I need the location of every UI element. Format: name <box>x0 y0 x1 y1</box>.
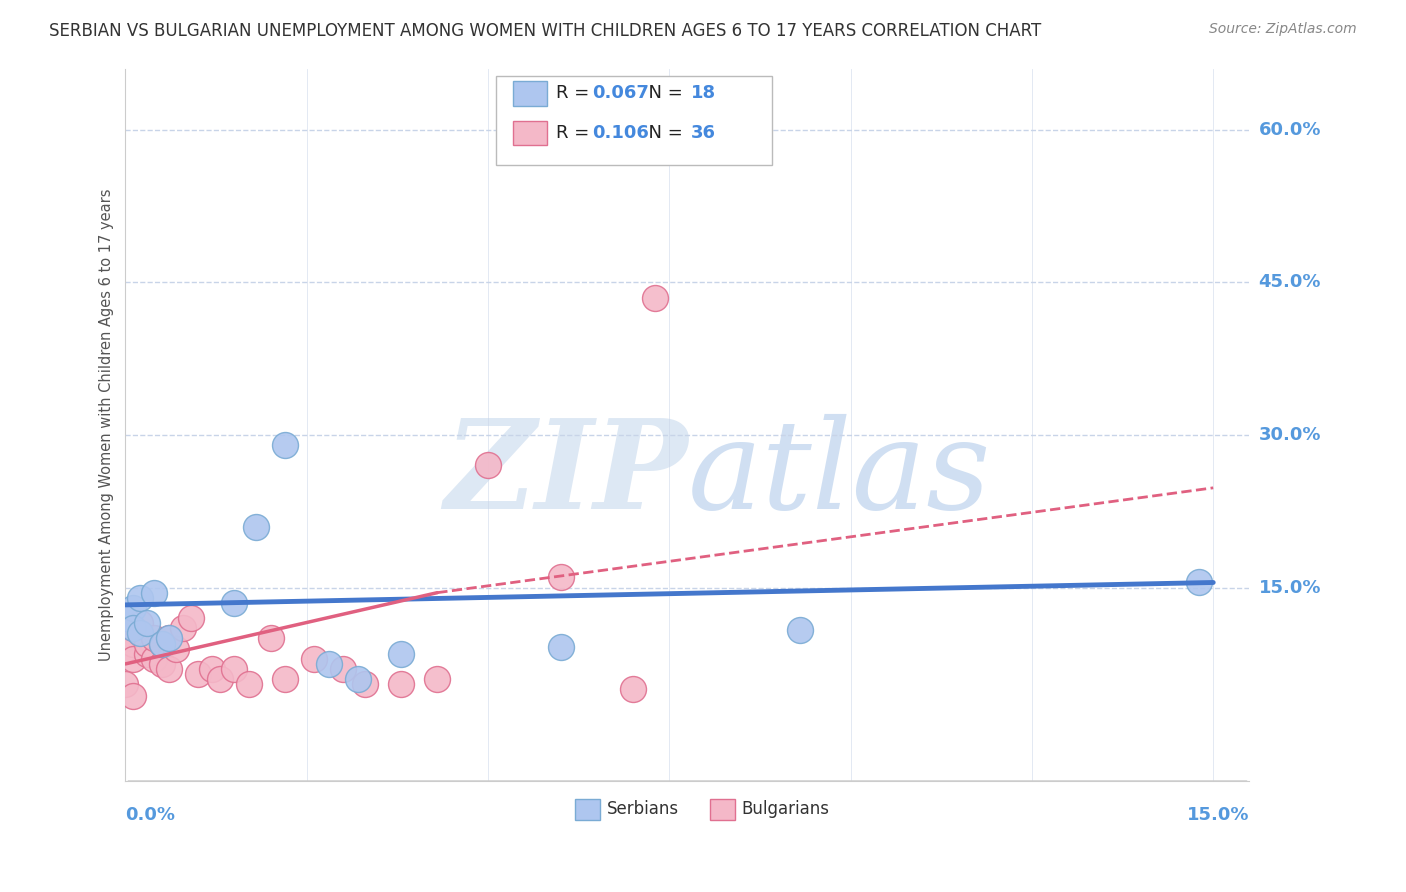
Point <box>187 667 209 681</box>
Text: N =: N = <box>637 85 689 103</box>
Point <box>332 662 354 676</box>
Text: 18: 18 <box>690 85 716 103</box>
Point <box>173 621 195 635</box>
Text: Source: ZipAtlas.com: Source: ZipAtlas.com <box>1209 22 1357 37</box>
Point <box>245 519 267 533</box>
Point <box>136 647 159 661</box>
Point <box>114 611 136 625</box>
Point <box>789 624 811 638</box>
Point <box>180 611 202 625</box>
Point <box>259 632 281 646</box>
Text: ZIP: ZIP <box>444 414 688 535</box>
Point <box>157 632 180 646</box>
FancyBboxPatch shape <box>496 76 772 165</box>
Point <box>150 657 173 671</box>
Point <box>353 677 375 691</box>
Text: N =: N = <box>637 124 689 142</box>
Point <box>121 621 143 635</box>
Point <box>121 621 143 635</box>
Point <box>157 632 180 646</box>
FancyBboxPatch shape <box>513 120 547 145</box>
Text: SERBIAN VS BULGARIAN UNEMPLOYMENT AMONG WOMEN WITH CHILDREN AGES 6 TO 17 YEARS C: SERBIAN VS BULGARIAN UNEMPLOYMENT AMONG … <box>49 22 1042 40</box>
Point <box>274 672 297 686</box>
Point <box>224 596 246 610</box>
Point <box>129 626 152 640</box>
Point <box>426 672 449 686</box>
Point <box>224 662 246 676</box>
Point <box>201 662 224 676</box>
Point <box>150 636 173 650</box>
Point <box>114 677 136 691</box>
Point <box>121 690 143 704</box>
Text: 45.0%: 45.0% <box>1258 273 1322 292</box>
Point <box>208 672 231 686</box>
Point <box>550 640 572 654</box>
Text: R =: R = <box>555 85 595 103</box>
Text: Serbians: Serbians <box>606 800 679 819</box>
Point <box>477 458 499 473</box>
Text: atlas: atlas <box>688 414 991 535</box>
Point <box>302 652 325 666</box>
Point <box>165 641 187 656</box>
Point <box>157 662 180 676</box>
Point <box>150 636 173 650</box>
Point <box>136 616 159 631</box>
Point <box>550 570 572 584</box>
Point <box>143 585 166 599</box>
Text: R =: R = <box>555 124 595 142</box>
Point <box>129 591 152 605</box>
Y-axis label: Unemployment Among Women with Children Ages 6 to 17 years: Unemployment Among Women with Children A… <box>100 188 114 661</box>
Point <box>121 636 143 650</box>
Text: 15.0%: 15.0% <box>1258 579 1322 597</box>
Point <box>274 438 297 452</box>
Point <box>114 632 136 646</box>
Text: 15.0%: 15.0% <box>1187 806 1250 824</box>
Point <box>121 601 143 615</box>
Point <box>318 657 340 671</box>
Point <box>129 616 152 631</box>
Text: 0.067: 0.067 <box>592 85 648 103</box>
FancyBboxPatch shape <box>575 798 600 820</box>
FancyBboxPatch shape <box>710 798 735 820</box>
Point <box>143 632 166 646</box>
Text: 0.106: 0.106 <box>592 124 648 142</box>
Point <box>389 647 412 661</box>
Text: 30.0%: 30.0% <box>1258 425 1322 444</box>
Text: Bulgarians: Bulgarians <box>741 800 830 819</box>
Point <box>129 626 152 640</box>
FancyBboxPatch shape <box>513 81 547 106</box>
Point <box>346 672 368 686</box>
Point <box>114 641 136 656</box>
Point <box>621 682 644 697</box>
Point <box>644 291 666 305</box>
Point <box>1188 575 1211 590</box>
Text: 0.0%: 0.0% <box>125 806 176 824</box>
Point <box>121 652 143 666</box>
Point <box>389 677 412 691</box>
Text: 60.0%: 60.0% <box>1258 120 1322 138</box>
Point <box>136 636 159 650</box>
Point <box>238 677 260 691</box>
Point <box>143 652 166 666</box>
Text: 36: 36 <box>690 124 716 142</box>
